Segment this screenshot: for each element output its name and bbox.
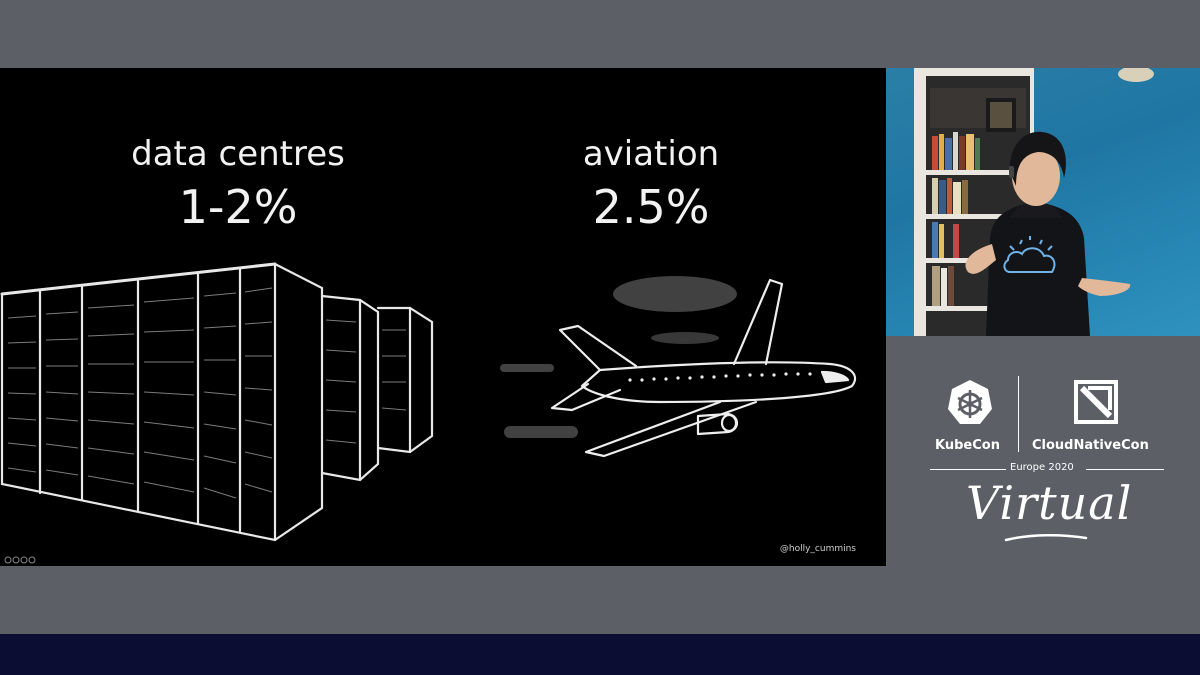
edition-line-right [1086, 469, 1164, 470]
slide-credit: @holly_cummins [779, 544, 856, 554]
airplane-sketch [500, 276, 857, 458]
edition-line-left [930, 469, 1006, 470]
stat-label-aviation: aviation [582, 134, 720, 174]
stat-label-data-centres: data centres [131, 134, 345, 174]
speaker-video [886, 68, 1200, 336]
stat-value-aviation: 2.5% [592, 180, 710, 234]
cncf-icon [1074, 380, 1118, 424]
speaker-video-scene [914, 68, 1154, 336]
bottom-bar [0, 634, 1200, 675]
top-frame-band [0, 0, 1200, 68]
logo-divider [1018, 376, 1019, 452]
stat-value-data-centres: 1-2% [178, 180, 298, 234]
cloudnativecon-label: CloudNativeCon [1032, 438, 1149, 453]
kubecon-label: KubeCon [935, 438, 1000, 453]
lower-frame-band [0, 566, 1200, 634]
edition-label: Europe 2020 [1010, 462, 1074, 473]
presentation-slide: data centres 1-2% aviation 2.5% [0, 68, 886, 566]
kubernetes-helm-icon [948, 380, 992, 424]
virtual-underline [1004, 533, 1088, 542]
virtual-label: Virtual [966, 476, 1133, 530]
server-rack-sketch [0, 262, 434, 542]
slide-controls-icon[interactable] [4, 556, 40, 564]
event-logo-panel: KubeCon CloudNativeCon Europe 2020 Virtu… [886, 336, 1200, 566]
